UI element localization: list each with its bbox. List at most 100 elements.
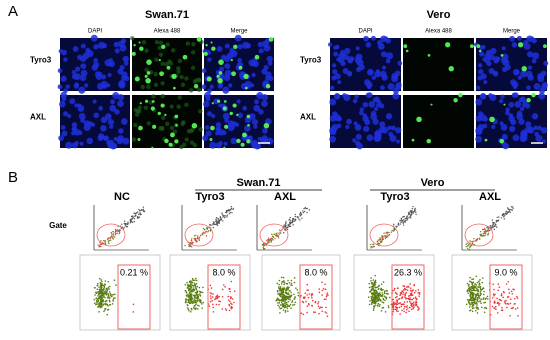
- event: [209, 284, 212, 287]
- nucleus: [387, 83, 395, 90]
- event: [373, 245, 375, 248]
- micrograph: [403, 92, 474, 148]
- nucleus: [385, 113, 393, 120]
- event: [290, 294, 293, 297]
- nucleus: [117, 100, 124, 107]
- stain: [469, 44, 474, 49]
- nucleus: [368, 69, 373, 74]
- nucleus: [535, 134, 543, 142]
- event: [112, 299, 114, 301]
- nucleus: [533, 83, 541, 90]
- event: [311, 304, 313, 307]
- event: [405, 311, 408, 314]
- event: [216, 297, 219, 300]
- stain: [245, 86, 248, 90]
- nucleus: [71, 69, 77, 75]
- event: [384, 296, 387, 299]
- nucleus: [502, 142, 509, 150]
- nucleus: [92, 99, 97, 104]
- row-label: AXL: [300, 113, 316, 122]
- stain: [164, 138, 169, 144]
- event: [471, 240, 474, 243]
- event: [186, 295, 188, 298]
- event: [415, 213, 417, 216]
- event: [471, 242, 474, 244]
- event: [302, 313, 305, 316]
- nucleus: [505, 107, 510, 112]
- nucleus: [366, 92, 373, 98]
- event: [102, 294, 105, 297]
- event: [102, 292, 105, 294]
- event: [192, 287, 195, 289]
- stain: [176, 69, 181, 74]
- event: [473, 237, 475, 240]
- event: [282, 288, 285, 291]
- event: [477, 300, 479, 303]
- event: [411, 294, 414, 296]
- nucleus: [227, 83, 233, 88]
- event: [195, 282, 198, 285]
- event: [468, 286, 471, 289]
- event: [506, 302, 509, 305]
- micrograph: [202, 91, 274, 150]
- event: [392, 302, 395, 305]
- nucleus: [261, 100, 268, 107]
- event: [278, 287, 280, 289]
- event: [137, 213, 140, 216]
- event: [98, 304, 101, 306]
- event: [285, 306, 287, 308]
- event: [112, 238, 114, 240]
- nucleus: [509, 35, 515, 42]
- event: [395, 310, 398, 312]
- event: [287, 279, 289, 282]
- event: [191, 288, 194, 291]
- event: [232, 207, 235, 210]
- event: [105, 293, 107, 295]
- nucleus: [80, 63, 87, 70]
- nucleus: [540, 127, 548, 134]
- event: [196, 285, 199, 288]
- event: [209, 230, 212, 232]
- nucleus: [253, 104, 261, 112]
- nucleus: [397, 60, 403, 66]
- sample-label: AXL: [274, 191, 296, 203]
- nucleus: [234, 34, 242, 42]
- event: [288, 223, 291, 226]
- event: [104, 280, 107, 282]
- nucleus: [527, 65, 533, 70]
- nucleus: [522, 103, 527, 108]
- event: [93, 298, 96, 301]
- event: [409, 297, 411, 299]
- event: [279, 231, 281, 233]
- event: [500, 294, 503, 297]
- nucleus: [514, 100, 522, 108]
- event: [195, 239, 198, 242]
- nucleus: [216, 46, 223, 52]
- event: [498, 216, 500, 218]
- event: [190, 282, 192, 285]
- nucleus: [74, 140, 79, 146]
- nucleus: [254, 99, 260, 105]
- stain: [131, 137, 137, 142]
- stain: [165, 42, 170, 47]
- event: [106, 296, 109, 299]
- event: [377, 242, 379, 245]
- event: [96, 303, 98, 306]
- nucleus: [263, 65, 269, 71]
- event: [482, 298, 484, 300]
- event: [101, 305, 103, 308]
- event: [318, 312, 320, 315]
- event: [483, 293, 485, 296]
- event: [296, 289, 299, 291]
- plot-frame: [451, 254, 533, 331]
- event: [483, 228, 485, 231]
- nucleus: [368, 100, 376, 108]
- event: [472, 289, 475, 292]
- stain: [196, 87, 202, 92]
- event: [109, 297, 111, 299]
- event: [281, 229, 283, 231]
- event: [503, 218, 505, 220]
- event: [103, 289, 105, 291]
- nucleus: [385, 52, 394, 60]
- nucleus: [203, 100, 210, 108]
